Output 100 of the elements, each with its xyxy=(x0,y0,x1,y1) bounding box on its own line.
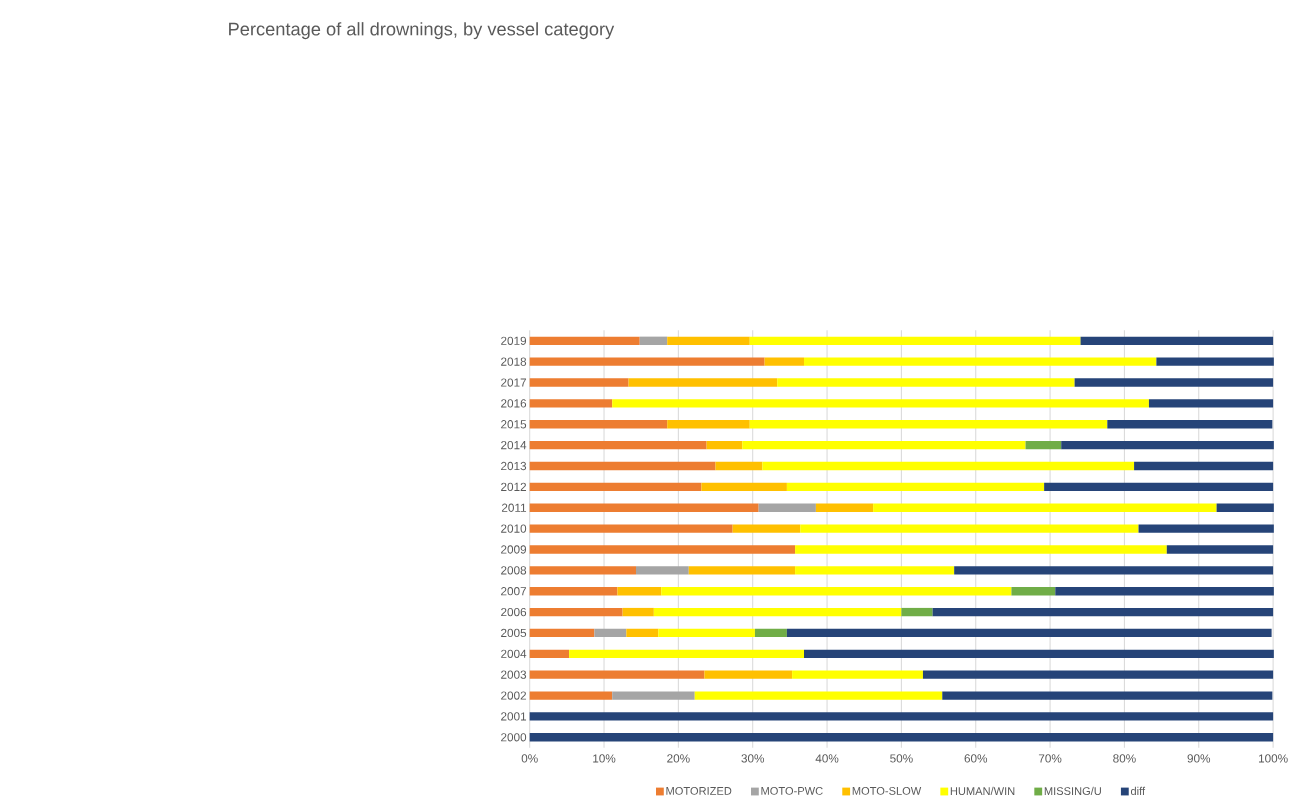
y-tick-label: 2004 xyxy=(501,649,527,659)
bar xyxy=(1025,441,1062,450)
bar xyxy=(569,649,805,659)
bar xyxy=(1011,587,1056,596)
bar xyxy=(529,503,759,513)
bar xyxy=(529,462,716,471)
bar xyxy=(694,691,943,700)
bar xyxy=(529,587,618,596)
legend-label: HUMAN/WIN xyxy=(950,787,1015,796)
y-tick-label: 2008 xyxy=(501,566,527,575)
bar xyxy=(777,378,1075,387)
bar xyxy=(529,441,707,450)
bar xyxy=(529,691,613,700)
bar xyxy=(1138,524,1274,533)
y-tick-label: 2007 xyxy=(501,587,527,596)
bar xyxy=(932,608,1274,617)
x-tick-label: 20% xyxy=(667,754,690,763)
bar xyxy=(749,336,1081,346)
bar xyxy=(529,482,702,492)
bar xyxy=(795,545,1167,554)
bar xyxy=(617,587,662,596)
bar xyxy=(758,503,816,513)
bar xyxy=(749,420,1108,429)
bar xyxy=(706,441,743,450)
bar xyxy=(754,628,787,638)
bar xyxy=(529,524,733,533)
y-tick-label: 2016 xyxy=(501,399,527,408)
bar xyxy=(922,670,1274,680)
bar xyxy=(529,336,640,346)
y-tick-label: 2018 xyxy=(501,357,527,366)
bar xyxy=(628,378,778,387)
chart-title: Percentage of all drownings, by vessel category xyxy=(229,22,615,40)
y-tick-label: 2017 xyxy=(501,378,527,387)
legend-label: MOTO-SLOW xyxy=(852,787,922,796)
bar xyxy=(1166,545,1274,554)
bar xyxy=(715,462,763,471)
bar xyxy=(529,628,595,638)
bar xyxy=(529,357,765,367)
bar xyxy=(742,441,1026,450)
y-tick-label: 2001 xyxy=(501,712,527,721)
bar xyxy=(626,628,659,638)
bar xyxy=(804,357,1157,367)
x-tick-label: 30% xyxy=(741,754,765,763)
bar xyxy=(529,399,613,408)
bar xyxy=(1134,462,1274,471)
bar xyxy=(612,399,1149,408)
bar xyxy=(732,524,801,533)
bar xyxy=(701,482,787,492)
y-tick-label: 2011 xyxy=(501,503,527,513)
bar xyxy=(804,649,1274,659)
y-tick-label: 2009 xyxy=(501,545,527,554)
y-tick-label: 2002 xyxy=(501,691,527,700)
bar xyxy=(1055,587,1274,596)
bar xyxy=(1156,357,1274,367)
y-tick-label: 2012 xyxy=(501,482,527,492)
y-tick-label: 2013 xyxy=(501,462,527,471)
bar xyxy=(529,670,705,680)
x-tick-label: 90% xyxy=(1187,754,1211,763)
y-tick-label: 2015 xyxy=(501,420,527,429)
x-tick-label: 0% xyxy=(521,754,538,763)
x-tick-label: 80% xyxy=(1113,754,1136,763)
bar xyxy=(667,420,750,429)
legend-label: MOTORIZED xyxy=(666,787,732,796)
bar xyxy=(529,566,636,575)
bar xyxy=(704,670,793,680)
y-tick-label: 2006 xyxy=(501,608,527,617)
bar xyxy=(594,628,627,638)
bar xyxy=(942,691,1273,700)
x-tick-label: 50% xyxy=(890,754,913,763)
x-tick-label: 70% xyxy=(1038,754,1062,763)
bar xyxy=(1216,503,1274,513)
bar xyxy=(529,420,668,429)
bar xyxy=(529,733,1274,742)
bar xyxy=(635,566,689,575)
x-tick-label: 100% xyxy=(1258,754,1288,763)
bar xyxy=(612,691,695,700)
bar xyxy=(667,336,750,346)
bar xyxy=(795,566,955,575)
bar xyxy=(954,566,1274,575)
bar xyxy=(815,503,874,513)
x-tick-label: 40% xyxy=(815,754,839,763)
bar xyxy=(764,357,805,367)
legend-label: MISSING/U xyxy=(1044,787,1101,796)
bar xyxy=(658,628,755,638)
bar xyxy=(529,378,629,387)
bar xyxy=(873,503,1217,513)
y-tick-label: 2003 xyxy=(501,670,527,680)
y-tick-label: 2014 xyxy=(501,441,527,450)
bar xyxy=(1107,420,1273,429)
bar xyxy=(1044,482,1274,492)
y-tick-label: 2005 xyxy=(501,628,527,638)
legend-label: diff xyxy=(1130,787,1146,796)
bar xyxy=(901,608,933,617)
bar xyxy=(1074,378,1274,387)
x-tick-label: 10% xyxy=(593,754,616,763)
bar xyxy=(688,566,796,575)
bar xyxy=(1061,441,1274,450)
x-tick-label: 60% xyxy=(964,754,988,763)
bar xyxy=(800,524,1139,533)
bar xyxy=(661,587,1012,596)
